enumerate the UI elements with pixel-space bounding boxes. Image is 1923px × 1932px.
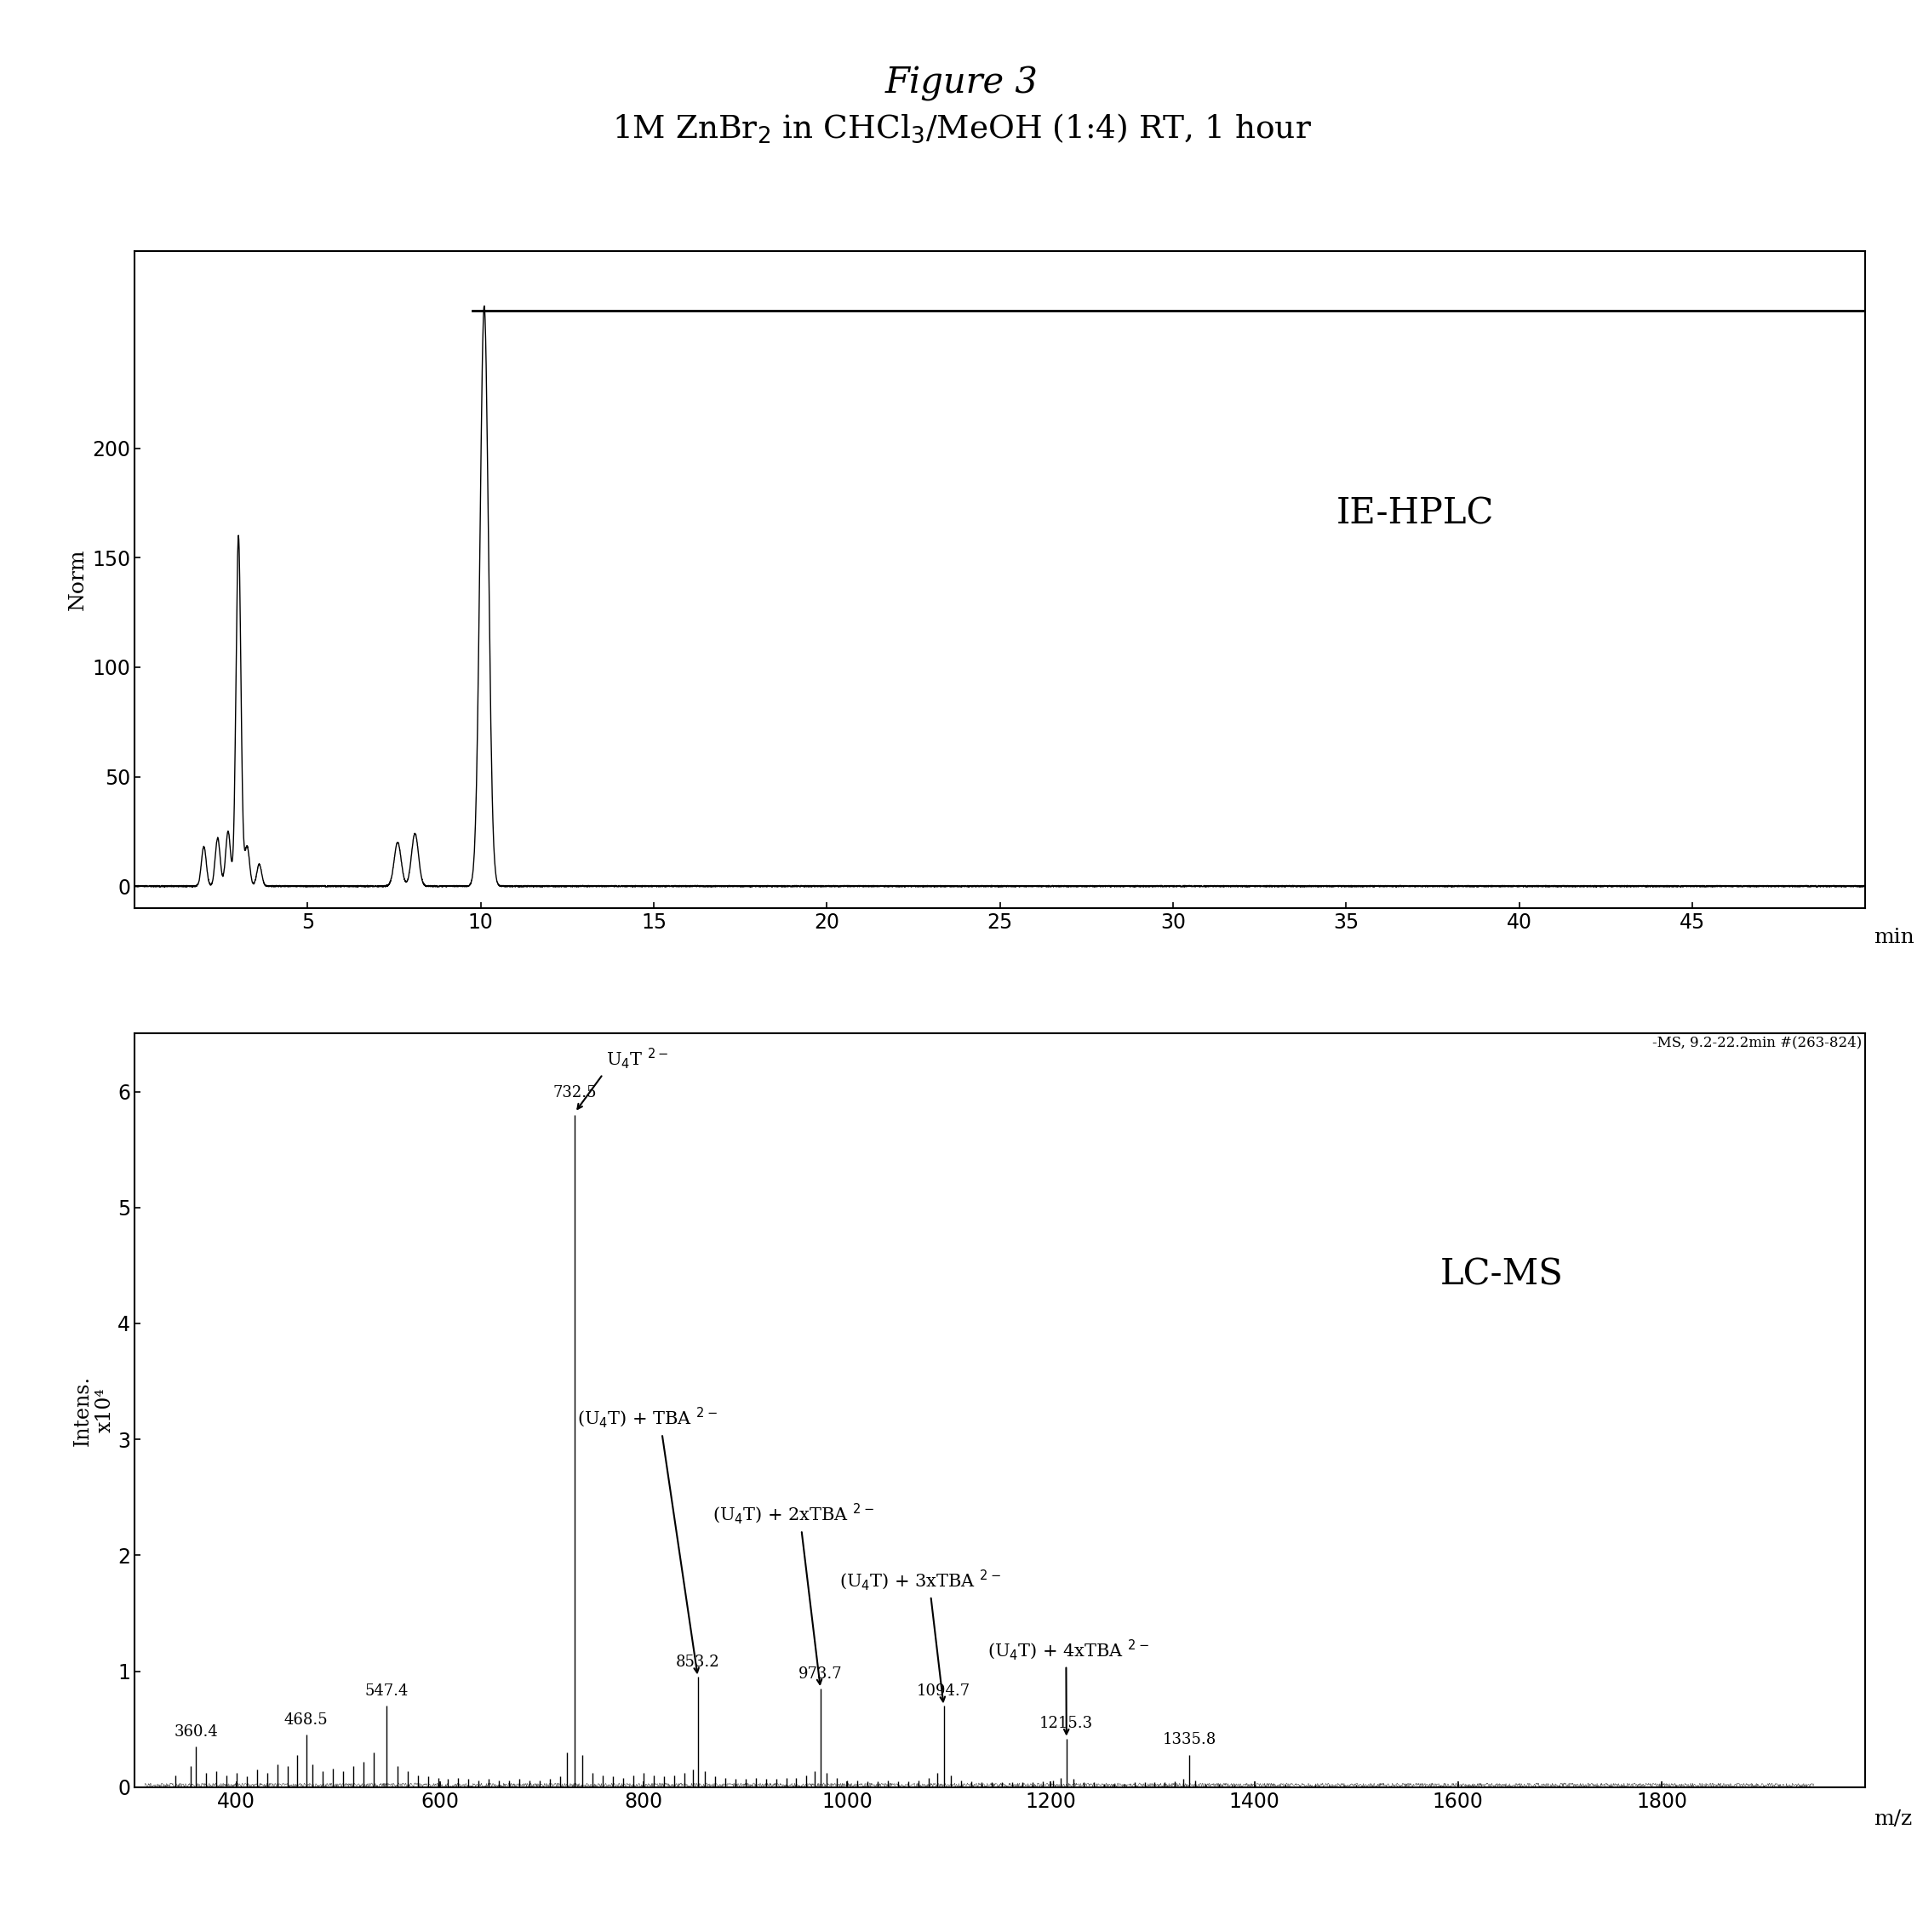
Text: -MS, 9.2-22.2min #(263-824): -MS, 9.2-22.2min #(263-824) bbox=[1652, 1036, 1861, 1049]
Text: 1094.7: 1094.7 bbox=[917, 1683, 971, 1698]
Text: 732.5: 732.5 bbox=[554, 1086, 596, 1101]
Text: 853.2: 853.2 bbox=[675, 1654, 719, 1669]
Text: (U$_4$T) + 4xTBA $^{2-}$: (U$_4$T) + 4xTBA $^{2-}$ bbox=[988, 1638, 1150, 1662]
Text: (U$_4$T) + 2xTBA $^{2-}$: (U$_4$T) + 2xTBA $^{2-}$ bbox=[713, 1501, 875, 1526]
Y-axis label: Intens.
x10⁴: Intens. x10⁴ bbox=[73, 1376, 115, 1445]
Text: 1M ZnBr$_2$ in CHCl$_3$/MeOH (1:4) RT, 1 hour: 1M ZnBr$_2$ in CHCl$_3$/MeOH (1:4) RT, 1… bbox=[612, 112, 1311, 145]
Text: m/z: m/z bbox=[1873, 1810, 1911, 1830]
Text: 973.7: 973.7 bbox=[798, 1665, 842, 1681]
Text: LC-MS: LC-MS bbox=[1440, 1258, 1563, 1293]
Text: 1335.8: 1335.8 bbox=[1161, 1733, 1215, 1748]
Text: IE-HPLC: IE-HPLC bbox=[1336, 497, 1494, 531]
Text: min: min bbox=[1873, 927, 1915, 947]
Text: U$_4$T $^{2-}$: U$_4$T $^{2-}$ bbox=[606, 1047, 669, 1070]
Y-axis label: Norm: Norm bbox=[67, 549, 87, 611]
Text: 547.4: 547.4 bbox=[365, 1683, 408, 1698]
Text: (U$_4$T) + 3xTBA $^{2-}$: (U$_4$T) + 3xTBA $^{2-}$ bbox=[838, 1569, 1000, 1592]
Text: (U$_4$T) + TBA $^{2-}$: (U$_4$T) + TBA $^{2-}$ bbox=[577, 1406, 717, 1430]
Text: Figure 3: Figure 3 bbox=[885, 66, 1038, 102]
Text: 1215.3: 1215.3 bbox=[1040, 1716, 1094, 1731]
Text: 468.5: 468.5 bbox=[285, 1712, 329, 1727]
Text: 360.4: 360.4 bbox=[175, 1723, 217, 1739]
